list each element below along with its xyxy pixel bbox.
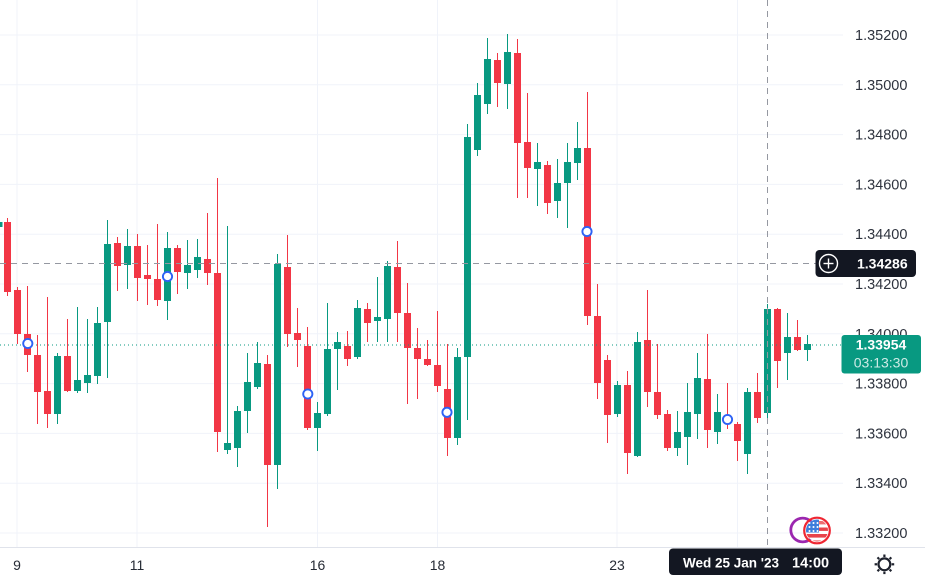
svg-text:03:13:30: 03:13:30 bbox=[854, 355, 909, 371]
svg-text:1.33954: 1.33954 bbox=[856, 337, 907, 353]
svg-text:Wed 25 Jan '23: Wed 25 Jan '23 bbox=[683, 556, 780, 571]
svg-text:9: 9 bbox=[13, 557, 21, 573]
svg-text:1.33800: 1.33800 bbox=[855, 377, 907, 393]
svg-text:1.34400: 1.34400 bbox=[855, 227, 907, 243]
svg-text:23: 23 bbox=[609, 557, 625, 573]
svg-text:18: 18 bbox=[430, 557, 446, 573]
svg-text:1.35200: 1.35200 bbox=[855, 28, 907, 44]
svg-text:1.33200: 1.33200 bbox=[855, 526, 907, 542]
svg-text:1.33400: 1.33400 bbox=[855, 476, 907, 492]
svg-text:1.35000: 1.35000 bbox=[855, 78, 907, 94]
svg-text:11: 11 bbox=[130, 557, 145, 573]
svg-text:1.33600: 1.33600 bbox=[855, 426, 907, 442]
svg-text:1.34600: 1.34600 bbox=[855, 177, 907, 193]
svg-text:1.34200: 1.34200 bbox=[855, 277, 907, 293]
svg-text:16: 16 bbox=[310, 557, 326, 573]
svg-text:1.34286: 1.34286 bbox=[857, 255, 908, 271]
svg-text:14:00: 14:00 bbox=[792, 556, 829, 572]
svg-text:1.34800: 1.34800 bbox=[855, 128, 907, 144]
